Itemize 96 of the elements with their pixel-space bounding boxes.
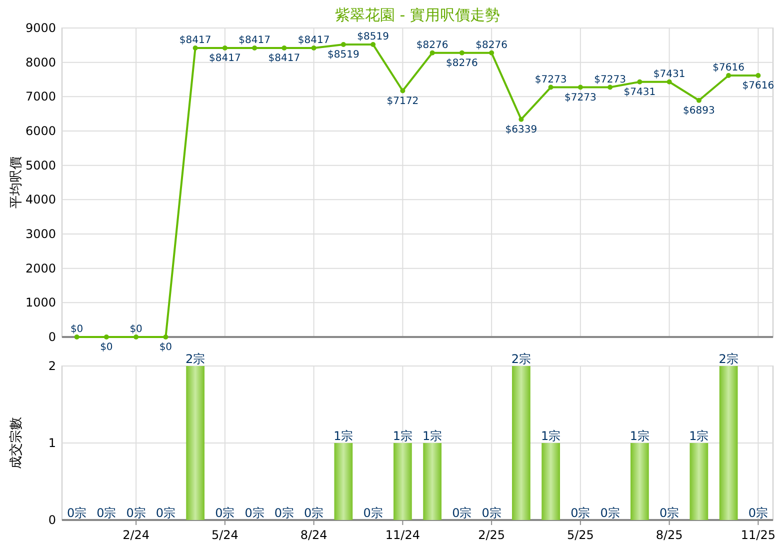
data-label: 0宗 [126,506,146,520]
data-label: 0宗 [215,506,235,520]
point [282,46,287,51]
y-tick-label: 2000 [25,261,56,276]
data-label: 0宗 [482,506,502,520]
point [104,334,109,340]
data-label: $8519 [328,50,360,61]
point [74,334,80,340]
data-label: $6893 [683,105,715,116]
data-label: 0宗 [304,506,324,520]
data-label: $8276 [476,40,508,51]
point [222,46,228,51]
x-tick-label: 8/25 [656,528,683,542]
data-label: $8276 [416,40,448,51]
data-label: $6339 [505,124,538,136]
x-tick-label: 11/25 [740,528,776,542]
data-label: 0宗 [363,506,383,520]
y-tick-label: 5000 [25,158,56,172]
y-tick-label: 2 [48,359,56,373]
point [578,84,583,90]
point [548,84,554,90]
point [726,73,732,78]
data-label: 0宗 [244,506,264,520]
data-label: $8417 [209,53,241,64]
y-tick-label: 1000 [25,296,56,310]
data-label: $7273 [534,74,567,86]
x-tick-label: 5/25 [566,528,594,542]
x-tick-label: 5/24 [211,528,238,542]
data-label: $8417 [298,35,330,46]
data-label: $7616 [712,62,744,74]
y-tick-label: 7000 [25,90,56,104]
point [696,98,702,103]
data-label: 1宗 [334,429,354,443]
x-tick-label: 2/25 [478,528,506,542]
data-label: $0 [130,324,142,335]
point [608,84,613,90]
point [489,50,494,56]
chart-title: 紫翠花園 - 實用呎價走勢 [335,6,500,24]
point [400,88,406,94]
y-tick-label: 9000 [25,21,56,35]
point [756,73,761,78]
data-label: $7431 [653,68,686,80]
data-label: 0宗 [96,506,116,520]
data-label: 0宗 [659,506,680,520]
data-label: 0宗 [66,506,87,520]
point [370,42,376,48]
data-label: $8417 [179,35,212,46]
data-label: $7616 [742,80,774,92]
point [637,79,642,84]
data-label: 0宗 [274,506,294,520]
data-label: $0 [159,342,172,353]
y-axis-title: 平均呎價 [9,156,24,208]
data-label: $8417 [268,53,300,64]
data-label: $7273 [594,74,626,86]
point [666,79,672,84]
data-label: $8276 [446,58,478,69]
data-label: 1宗 [689,429,709,443]
data-label: $8417 [238,35,270,46]
y-tick-label: 8000 [25,55,56,70]
data-label: $7172 [386,96,419,107]
x-tick-label: 8/24 [300,528,328,542]
y-tick-label: 6000 [25,124,56,138]
data-label: $0 [100,342,113,353]
data-label: 1宗 [630,429,650,443]
point [340,42,346,48]
data-label: $7431 [624,86,656,98]
data-label: 2宗 [185,352,206,366]
y-tick-label: 1 [48,436,56,450]
y-tick-label: 0 [48,513,56,527]
point [252,46,258,51]
data-label: $0 [70,324,84,335]
data-label: 0宗 [600,506,620,520]
point [192,46,198,51]
x-tick-label: 11/24 [385,528,420,542]
point [134,334,139,340]
point [459,50,464,56]
y-tick-label: 3000 [25,227,56,241]
data-label: 0宗 [156,506,176,520]
point [163,334,168,340]
data-label: 1宗 [422,429,442,443]
data-label: 0宗 [452,506,472,520]
y-tick-label: 4000 [25,192,56,207]
data-label: 2宗 [511,352,532,366]
y-axis-title: 成交宗數 [8,417,24,469]
x-tick-label: 2/24 [122,528,150,542]
data-label: 1宗 [540,429,561,443]
data-label: 1宗 [392,429,413,443]
point [518,116,524,122]
data-label: 0宗 [748,506,768,520]
data-label: $8519 [357,32,389,43]
point [430,50,435,56]
y-tick-label: 0 [48,330,56,344]
data-label: 0宗 [570,506,590,520]
point [311,46,316,51]
data-label: 2宗 [718,352,738,366]
data-label: $7273 [564,92,596,104]
